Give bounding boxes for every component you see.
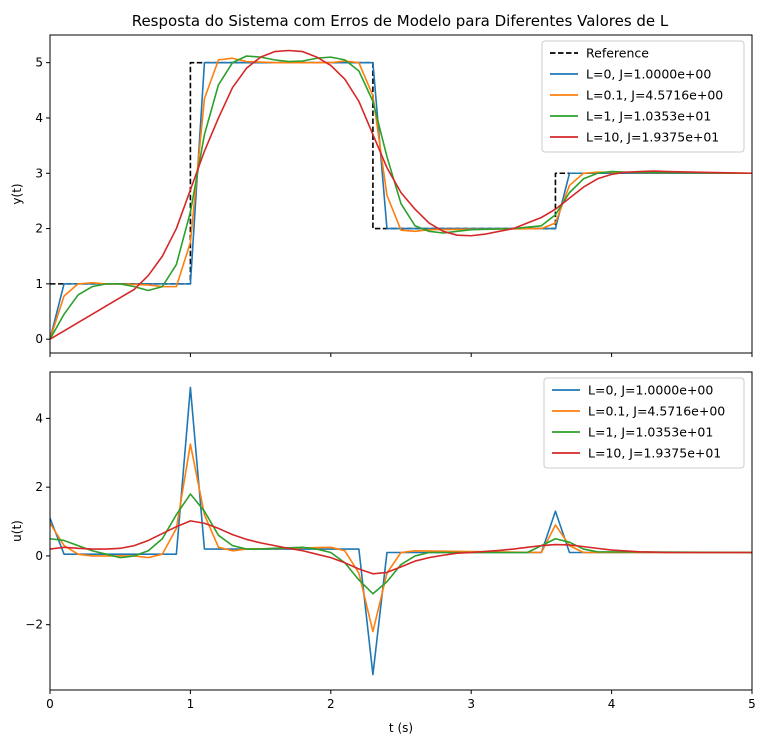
y-tick-label: 4 bbox=[35, 411, 43, 425]
legend: L=0, J=1.0000e+00 L=0.1, J=4.5716e+00 L=1,… bbox=[543, 377, 745, 469]
series-line-3 bbox=[49, 55, 753, 340]
axes-frame bbox=[49, 371, 753, 691]
legend-entry-2: L=1, J=1.0353e+01 bbox=[588, 425, 713, 440]
y-tick-label: 3 bbox=[35, 166, 43, 180]
series-line-2 bbox=[49, 493, 753, 595]
series-lines bbox=[49, 49, 753, 340]
y-axis-label: y(t) bbox=[10, 183, 24, 204]
y-tick-label: 5 bbox=[35, 56, 43, 70]
x-tick-label: 1 bbox=[187, 697, 195, 711]
legend-entry-1: L=0, J=1.0000e+00 bbox=[586, 67, 711, 82]
x-axis-label: t (s) bbox=[389, 721, 413, 735]
legend-box bbox=[543, 377, 745, 469]
legend-box bbox=[541, 40, 745, 153]
legend-entry-0: Reference bbox=[586, 46, 649, 61]
axes-frame bbox=[49, 34, 753, 354]
legend-entry-0: L=0, J=1.0000e+00 bbox=[588, 383, 713, 398]
series-line-0 bbox=[50, 61, 752, 285]
series-lines bbox=[49, 386, 753, 676]
series-line-0 bbox=[49, 386, 752, 676]
y-tick-label: 0 bbox=[35, 332, 43, 346]
y-tick-label: 0 bbox=[35, 549, 43, 563]
x-tick-label: 4 bbox=[608, 697, 616, 711]
legend-entry-1: L=0.1, J=4.5716e+00 bbox=[588, 404, 725, 419]
legend-entry-3: L=1, J=1.0353e+01 bbox=[586, 109, 711, 124]
y-tick-label: 2 bbox=[35, 480, 43, 494]
legend: Reference L=0, J=1.0000e+00 L=0.1, J=4.571… bbox=[541, 40, 745, 153]
series-line-4 bbox=[49, 49, 753, 340]
x-tick-label: 2 bbox=[327, 697, 335, 711]
y-tick-label: −2 bbox=[25, 618, 43, 632]
x-tick-label: 5 bbox=[748, 697, 756, 711]
x-tick-label: 3 bbox=[467, 697, 475, 711]
output-axes: 0 1 2 3 4 5 y(t) Reference L=0, J=1.0000e+00 L=0.… bbox=[10, 34, 753, 357]
y-tick-label: 1 bbox=[35, 277, 43, 291]
legend-entry-3: L=10, J=1.9375e+01 bbox=[588, 446, 721, 461]
y-axis-label: u(t) bbox=[10, 520, 24, 542]
figure-title: Resposta do Sistema com Erros de Modelo … bbox=[132, 12, 669, 30]
legend-entry-2: L=0.1, J=4.5716e+00 bbox=[586, 88, 723, 103]
y-tick-label: 4 bbox=[35, 111, 43, 125]
x-tick-label: 0 bbox=[46, 697, 54, 711]
y-tick-label: 2 bbox=[35, 222, 43, 236]
legend-entry-4: L=10, J=1.9375e+01 bbox=[586, 130, 719, 145]
series-line-3 bbox=[49, 520, 752, 575]
